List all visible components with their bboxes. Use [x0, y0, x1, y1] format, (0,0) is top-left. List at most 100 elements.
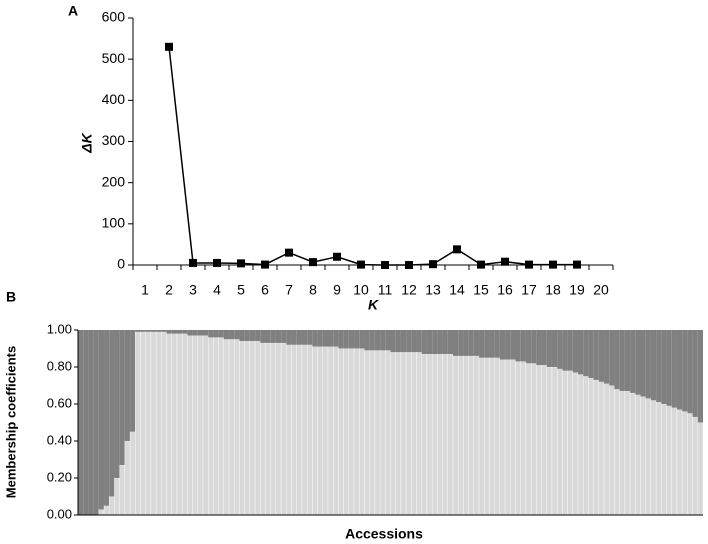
bar-segment: [176, 333, 183, 516]
bar-segment: [390, 352, 396, 516]
bar-segment: [98, 330, 105, 510]
bar-segment: [364, 330, 370, 351]
x-tick-label: 16: [497, 282, 513, 298]
bar-segment: [676, 330, 683, 410]
bar-segment: [140, 330, 146, 332]
bar-segment: [656, 330, 662, 403]
bar-segment: [218, 337, 225, 516]
bar-segment: [609, 385, 615, 516]
bar-segment: [588, 330, 594, 379]
bar-segment: [270, 342, 277, 516]
bar-segment: [104, 330, 110, 506]
bar-segment: [541, 364, 547, 516]
bar-segment: [171, 330, 177, 334]
marker: [285, 248, 293, 257]
bar-segment: [359, 348, 365, 516]
bar-segment: [181, 333, 188, 516]
bar-segment: [275, 342, 282, 516]
y-tick-label: 200: [102, 173, 126, 189]
bar-segment: [119, 464, 126, 516]
bar-segment: [468, 330, 474, 356]
bar-segment: [301, 330, 308, 345]
y-tick-label: 0.20: [47, 469, 72, 484]
bar-segment: [520, 361, 527, 516]
bar-segment: [166, 330, 172, 334]
bar-segment: [468, 355, 475, 516]
bar-segment: [447, 330, 453, 355]
bar-segment: [135, 331, 141, 516]
y-tick-label: 600: [102, 9, 126, 25]
bar-segment: [630, 330, 636, 393]
bar-segment: [296, 344, 303, 516]
bar-segment: [405, 352, 412, 516]
bar-segment: [499, 330, 506, 360]
bar-segment: [546, 330, 552, 367]
bar-segment: [578, 330, 584, 375]
bar-segment: [197, 335, 204, 516]
bar-segment: [536, 330, 542, 366]
bar-segment: [93, 330, 99, 515]
bar-segment: [504, 359, 511, 516]
marker: [165, 42, 173, 51]
x-tick-label: 9: [333, 282, 341, 298]
bar-segment: [411, 352, 417, 516]
y-axis-label: Membership coefficients: [3, 346, 18, 498]
marker: [429, 260, 437, 269]
marker: [501, 257, 509, 266]
y-tick-label: 400: [102, 91, 126, 107]
x-tick-label: 17: [521, 282, 537, 298]
bar-segment: [306, 344, 313, 516]
bar-segment: [176, 330, 183, 334]
bar-segment: [629, 392, 636, 516]
x-axis-label: Accessions: [345, 526, 423, 542]
bar-segment: [88, 330, 94, 515]
bar-segment: [281, 330, 287, 343]
bar-segment: [103, 505, 110, 516]
bar-segment: [270, 330, 276, 343]
x-tick-label: 15: [473, 282, 489, 298]
bar-segment: [202, 335, 209, 516]
bar-segment: [473, 330, 480, 356]
bar-segment: [192, 335, 198, 516]
data-line: [168, 46, 577, 266]
bar-segment: [317, 346, 323, 516]
marker: [357, 260, 365, 269]
bar-segment: [208, 330, 214, 338]
bar-segment: [661, 403, 667, 516]
bar-segment: [390, 330, 396, 353]
bar-segment: [395, 330, 401, 353]
bar-segment: [541, 330, 547, 366]
bar-segment: [338, 330, 344, 349]
bar-segment: [598, 330, 605, 382]
bar-segment: [155, 331, 162, 516]
bar-segment: [624, 390, 631, 516]
bar-segment: [494, 357, 501, 516]
y-tick-label: 100: [102, 215, 126, 231]
bar-segment: [650, 400, 657, 516]
bar-segment: [650, 330, 657, 401]
bar-segment: [286, 344, 292, 516]
bar-segment: [374, 330, 381, 351]
bar-segment: [458, 330, 464, 356]
bar-segment: [364, 350, 370, 516]
bar-segment: [489, 330, 495, 358]
bar-segment: [291, 344, 297, 516]
marker: [549, 260, 557, 269]
x-tick-label: 18: [545, 282, 561, 298]
y-tick-label: 500: [102, 50, 126, 66]
bar-segment: [499, 359, 506, 516]
bar-segment: [421, 330, 427, 355]
bar-segment: [530, 363, 537, 516]
bar-segment: [640, 330, 646, 397]
bar-segment: [145, 330, 151, 332]
bar-segment: [317, 330, 323, 347]
bar-segment: [249, 340, 256, 516]
bar-segment: [432, 330, 438, 355]
bar-segment: [385, 350, 391, 516]
y-tick-label: 0.40: [47, 432, 72, 447]
bar-segment: [208, 337, 214, 516]
bar-segment: [406, 330, 412, 353]
bar-segment: [338, 348, 344, 516]
bar-segment: [416, 330, 422, 353]
